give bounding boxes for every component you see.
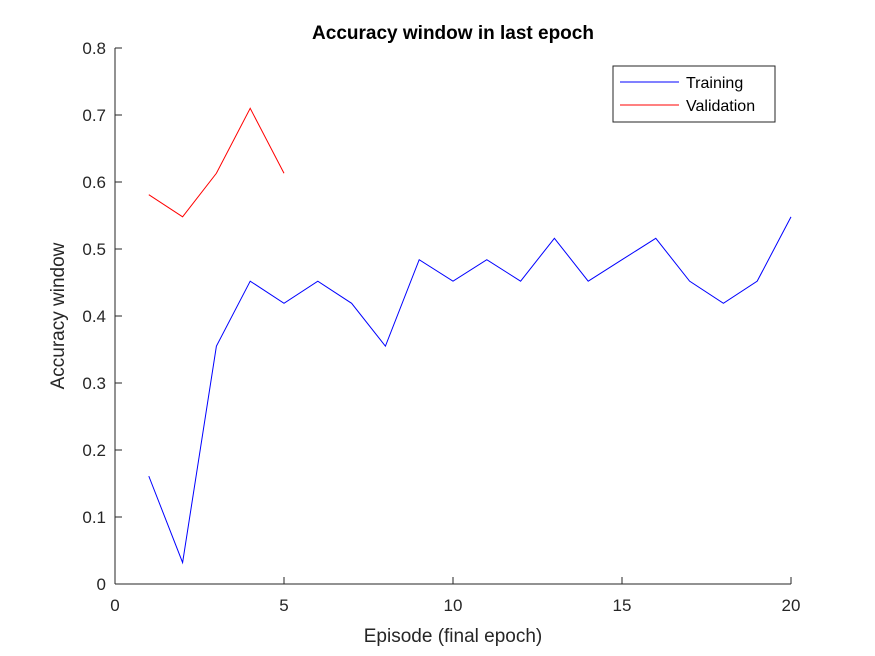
legend-label-validation: Validation bbox=[686, 98, 755, 115]
y-tick-label: 0.6 bbox=[82, 173, 106, 192]
y-tick-label: 0.2 bbox=[82, 441, 106, 460]
plot-area bbox=[115, 48, 791, 584]
y-tick-label: 0.1 bbox=[82, 508, 106, 527]
y-tick-label: 0.7 bbox=[82, 106, 106, 125]
x-tick-label: 0 bbox=[110, 596, 119, 615]
y-tick-label: 0.3 bbox=[82, 374, 106, 393]
series-layer bbox=[148, 107, 792, 565]
x-ticks: 0 5 10 15 20 bbox=[110, 577, 800, 615]
y-tick-label: 0 bbox=[97, 575, 106, 594]
legend-box bbox=[612, 65, 776, 123]
legend-label-training: Training bbox=[686, 75, 743, 92]
legend: Training Validation bbox=[612, 65, 776, 123]
x-tick-label: 10 bbox=[444, 596, 463, 615]
axes-background bbox=[115, 48, 791, 584]
y-axis-label: Accuracy window bbox=[48, 242, 69, 389]
y-tick-label: 0.5 bbox=[82, 240, 106, 259]
x-axis-label: Episode (final epoch) bbox=[364, 626, 543, 647]
x-tick-label: 5 bbox=[279, 596, 288, 615]
y-tick-label: 0.8 bbox=[82, 39, 106, 58]
x-tick-label: 15 bbox=[613, 596, 632, 615]
series-line-validation bbox=[148, 107, 285, 218]
chart-title: Accuracy window in last epoch bbox=[312, 23, 594, 44]
y-tick-label: 0.4 bbox=[82, 307, 106, 326]
series-line-training bbox=[148, 216, 792, 565]
y-ticks: 0 0.1 0.2 0.3 0.4 0.5 0.6 0.7 0.8 bbox=[82, 39, 122, 594]
x-tick-label: 20 bbox=[782, 596, 801, 615]
